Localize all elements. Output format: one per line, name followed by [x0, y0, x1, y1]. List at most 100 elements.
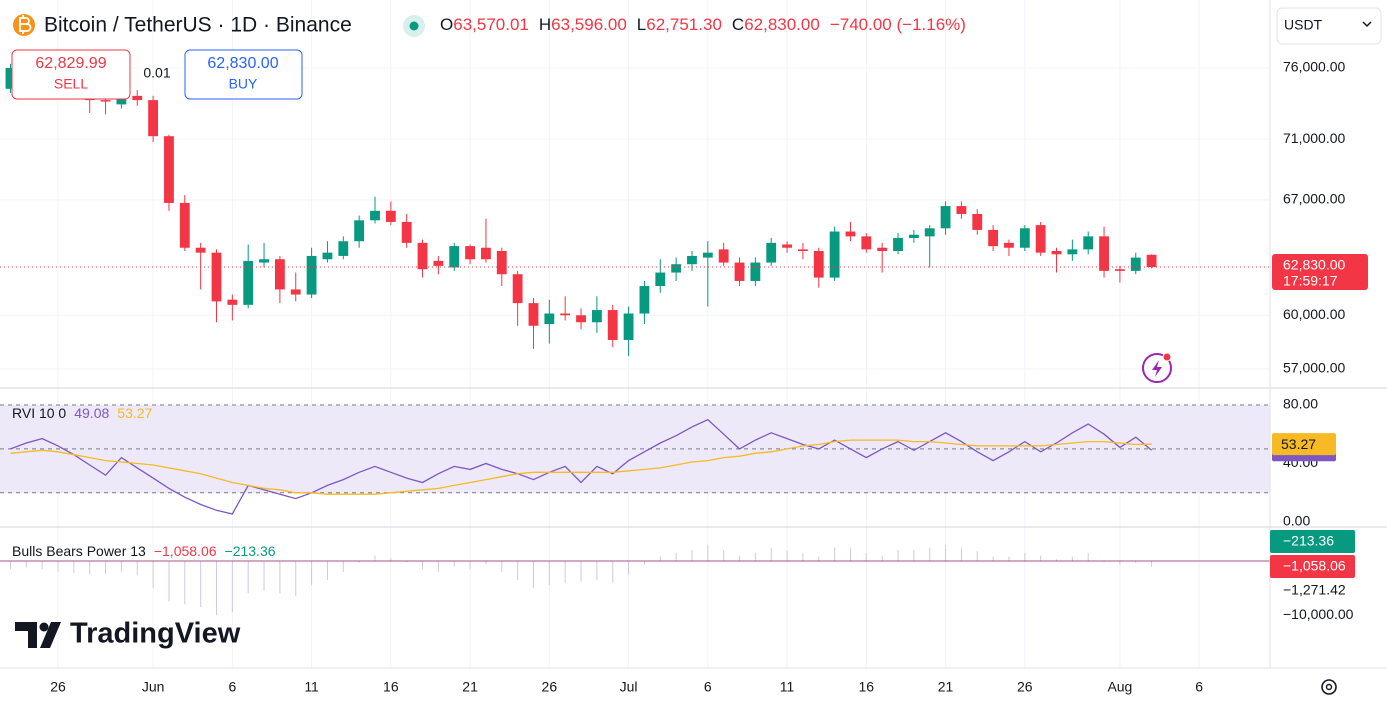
- logo-text: TradingView: [70, 618, 241, 650]
- currency-label: USDT: [1284, 17, 1323, 33]
- candle-body: [940, 206, 951, 229]
- candle-body: [148, 100, 159, 137]
- candle-body: [893, 237, 903, 252]
- spread: 0.01: [143, 65, 170, 81]
- candle-body: [623, 313, 634, 340]
- buy-price: 62,830.00: [207, 55, 278, 72]
- candle-body: [750, 262, 761, 281]
- x-tick-label: 21: [462, 679, 478, 695]
- candle-body: [1099, 236, 1109, 271]
- market-status-dot: [409, 21, 419, 31]
- indicator-value: 53.27: [117, 405, 152, 421]
- candle-body: [449, 246, 460, 268]
- y-tick-label: −10,000.00: [1283, 606, 1354, 622]
- candle-body: [798, 249, 808, 252]
- candle-body: [1004, 242, 1014, 248]
- candle-body: [576, 315, 586, 323]
- candle-body: [766, 242, 777, 263]
- candle-body: [1083, 236, 1094, 250]
- ohlc-value: 62,751.30: [646, 15, 722, 34]
- indicator-value-box: [1272, 433, 1336, 456]
- ohlc-value: 62,830.00: [744, 15, 820, 34]
- candle-body: [607, 310, 618, 340]
- buy-button[interactable]: [184, 49, 303, 100]
- ohlc-key: O: [440, 15, 453, 34]
- candle-body: [274, 259, 285, 290]
- settings-icon[interactable]: [1321, 679, 1337, 695]
- ohlc-value: 63,570.01: [453, 15, 529, 34]
- indicator-line: [10, 439, 1152, 495]
- x-tick-label: Jun: [142, 679, 165, 695]
- countdown: 17:59:17: [1283, 273, 1338, 289]
- candle-body: [528, 303, 539, 326]
- x-tick-label: 21: [938, 679, 954, 695]
- y-tick-label: 76,000.00: [1283, 59, 1345, 75]
- candle-body: [1051, 251, 1062, 255]
- indicator-value: −1,058.06: [154, 543, 217, 559]
- candle-body: [671, 264, 682, 273]
- sell-button[interactable]: [11, 49, 131, 100]
- candle-body: [591, 310, 602, 323]
- candle-body: [877, 247, 888, 252]
- candle-body: [417, 242, 428, 270]
- indicator-value: −213.36: [225, 543, 276, 559]
- candle-body: [972, 213, 983, 230]
- indicator-value-label: 53.27: [1281, 436, 1316, 452]
- candle-body: [481, 247, 491, 260]
- candle-body: [1114, 269, 1125, 271]
- indicator-value-label: −213.36: [1283, 533, 1334, 549]
- last-price-label: 62,830.00: [1283, 257, 1345, 273]
- candle-body: [734, 262, 745, 281]
- x-tick-label: Aug: [1107, 679, 1132, 695]
- indicator-legend: Bulls Bears Power 13 −1,058.06 −213.36: [12, 543, 276, 559]
- currency-select[interactable]: [1276, 7, 1382, 45]
- ohlc-key: C: [732, 15, 744, 34]
- x-tick-label: 11: [780, 679, 795, 695]
- y-tick-label: −1,271.42: [1283, 582, 1346, 598]
- candle-body: [370, 210, 380, 221]
- candle-body: [496, 251, 507, 275]
- candle-body: [544, 313, 555, 325]
- alert-icon[interactable]: [1142, 353, 1172, 383]
- plot: [0, 63, 1270, 616]
- y-tick-label: 0.00: [1283, 513, 1310, 529]
- alert-dot: [1162, 352, 1172, 362]
- grid: [0, 0, 1270, 668]
- candle-body: [259, 259, 269, 263]
- x-tick-label: 6: [1195, 679, 1203, 695]
- ohlc-legend: O63,570.01 H63,596.00 L62,751.30 C62,830.00…: [440, 15, 966, 34]
- x-tick-label: 6: [228, 679, 236, 695]
- candle-body: [179, 202, 190, 248]
- overlay: Bitcoin / TetherUS · 1D · Binance O63,57…: [11, 7, 1382, 695]
- indicator-legend: RVI 10 0 49.08 53.27: [12, 405, 153, 421]
- indicator-value-label: −1,058.06: [1283, 558, 1346, 574]
- candle-body: [639, 286, 650, 314]
- buy-label: BUY: [229, 76, 258, 92]
- y-tick-label: 67,000.00: [1283, 191, 1345, 207]
- candle-body: [5, 67, 16, 89]
- candle-body: [988, 229, 999, 247]
- candle-body: [132, 95, 143, 101]
- candle-body: [1035, 225, 1046, 253]
- sell-price: 62,829.99: [35, 55, 106, 72]
- candle-body: [718, 249, 729, 263]
- last-price-box: [1272, 254, 1368, 291]
- candle-body: [829, 231, 840, 278]
- candle-body: [433, 260, 444, 266]
- candle-body: [116, 95, 127, 105]
- candle-body: [290, 289, 301, 295]
- x-tick-label: 11: [304, 679, 319, 695]
- candle-body: [354, 220, 365, 242]
- y-tick-label: 57,000.00: [1283, 360, 1345, 376]
- candle-body: [782, 244, 792, 248]
- candle-body: [687, 255, 697, 265]
- candle-body: [195, 247, 206, 253]
- candle-body: [924, 228, 935, 237]
- candle-body: [512, 274, 523, 304]
- ohlc-value: 63,596.00: [551, 15, 627, 34]
- settings-icon: [1325, 683, 1333, 691]
- chevron: [1362, 21, 1372, 28]
- candle-body: [306, 255, 317, 295]
- candle-body: [908, 234, 919, 238]
